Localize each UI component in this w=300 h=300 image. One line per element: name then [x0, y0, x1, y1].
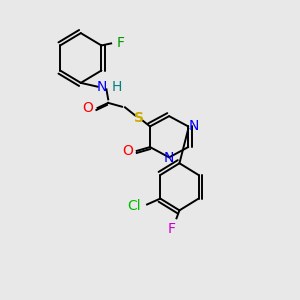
Text: O: O [122, 144, 133, 158]
Text: F: F [168, 222, 176, 236]
Text: F: F [117, 35, 125, 50]
Text: Cl: Cl [127, 199, 141, 213]
Text: S: S [134, 112, 144, 125]
Text: N: N [164, 151, 174, 165]
Text: H: H [112, 80, 122, 94]
Text: N: N [189, 119, 199, 134]
Text: O: O [82, 101, 94, 115]
Text: N: N [97, 80, 107, 94]
